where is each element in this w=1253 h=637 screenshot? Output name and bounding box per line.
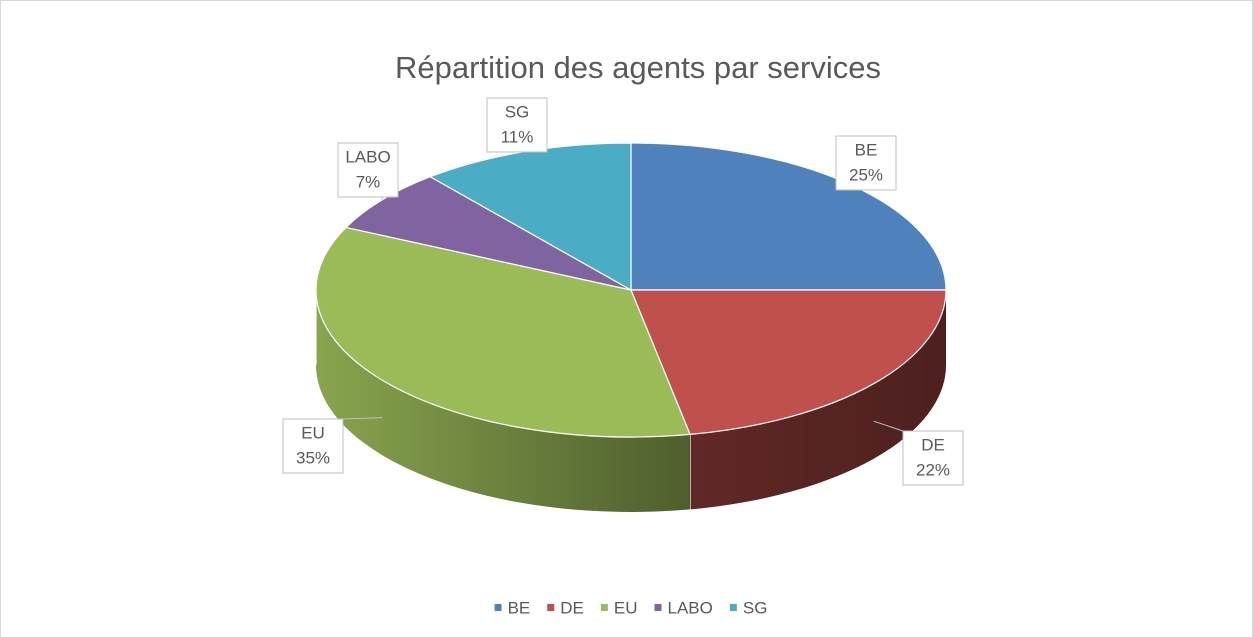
data-label-category: EU — [301, 423, 325, 442]
chart-title: Répartition des agents par services — [395, 50, 881, 85]
data-label-box — [486, 97, 548, 153]
legend-marker — [729, 604, 737, 611]
data-label-box — [337, 142, 399, 198]
data-label-category: DE — [921, 435, 945, 454]
slice-side-shade — [690, 290, 946, 510]
legend-marker — [654, 604, 662, 611]
legend-label: EU — [614, 598, 638, 617]
legend-label: SG — [743, 598, 768, 617]
data-label-value: 35% — [296, 448, 330, 467]
legend-marker — [494, 604, 502, 611]
leader-line — [342, 417, 383, 420]
data-label-value: 25% — [849, 165, 883, 184]
legend-label: LABO — [668, 598, 713, 617]
data-label-value: 11% — [501, 127, 534, 146]
leader-line — [873, 420, 904, 432]
legend-label: DE — [560, 598, 584, 617]
data-label-box — [835, 135, 897, 191]
data-label-box — [282, 418, 344, 474]
legend-label: BE — [508, 598, 531, 617]
slice — [344, 176, 632, 291]
legend-marker — [600, 604, 608, 611]
slice — [315, 226, 691, 438]
slice-side-shade — [315, 290, 691, 513]
data-label-category: SG — [505, 102, 530, 121]
slice — [630, 289, 947, 436]
data-label-category: BE — [855, 140, 878, 159]
legend-marker — [547, 604, 555, 611]
data-label-category: LABO — [345, 147, 390, 166]
data-label-value: 22% — [916, 460, 950, 479]
data-label-value: 7% — [356, 172, 381, 191]
data-label-box — [902, 430, 964, 486]
